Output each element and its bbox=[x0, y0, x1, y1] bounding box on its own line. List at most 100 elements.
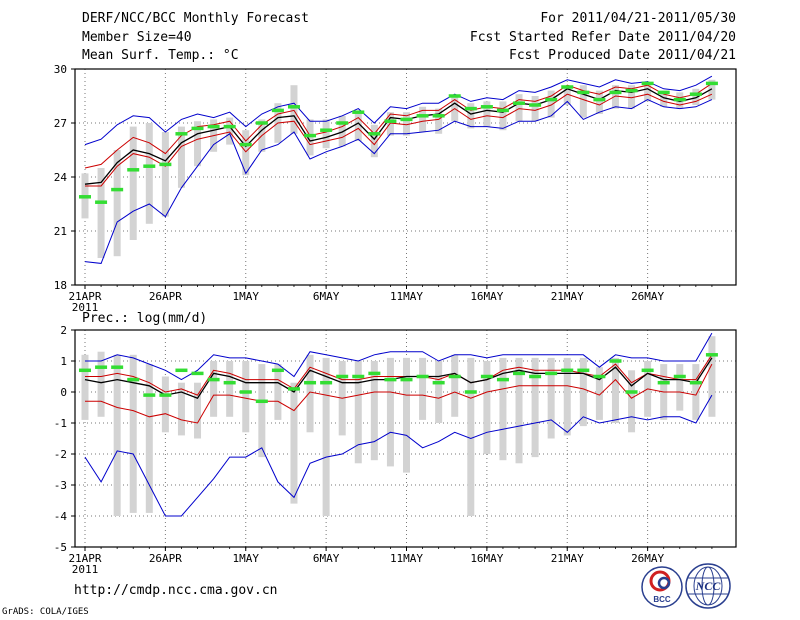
temp-spread-box bbox=[354, 114, 362, 141]
precip-spread-box bbox=[595, 367, 603, 420]
precip-spread-box bbox=[290, 382, 298, 504]
temp-ytick-label: 18 bbox=[54, 279, 67, 292]
precip-spread-box bbox=[403, 357, 410, 473]
temp-spread-box bbox=[113, 150, 121, 257]
temp-spread-box bbox=[419, 106, 427, 132]
temp-spread-box bbox=[403, 112, 410, 136]
precip-xtick-label: 26MAY bbox=[631, 552, 664, 565]
temp-xtick-label: 11MAY bbox=[390, 290, 423, 303]
precip-spread-box bbox=[515, 357, 523, 464]
precip-ytick-label: 1 bbox=[60, 355, 67, 368]
precip-series-mean bbox=[84, 357, 713, 399]
precip-series-p90 bbox=[85, 354, 713, 396]
precip-spread-box bbox=[194, 382, 202, 439]
temp-spread-box bbox=[644, 83, 652, 102]
temp-series-p10 bbox=[85, 93, 713, 187]
temp-spread-box bbox=[322, 119, 330, 149]
precip-ytick-label: -4 bbox=[54, 510, 68, 523]
temp-spread-box bbox=[708, 79, 716, 100]
temp-spread-box bbox=[161, 132, 169, 217]
precip-spread-box bbox=[210, 361, 218, 417]
precip-spread-box bbox=[113, 354, 121, 516]
temp-spread-box bbox=[515, 94, 523, 122]
temp-spread-box bbox=[386, 112, 394, 136]
precip-series-min bbox=[84, 394, 713, 517]
temp-spread-box bbox=[499, 101, 507, 131]
temp-spread-box bbox=[226, 117, 234, 145]
precip-spread-box bbox=[386, 357, 394, 467]
temp-ytick-label: 24 bbox=[54, 171, 68, 184]
precip-title: Prec.: log(mm/d) bbox=[82, 311, 208, 326]
temp-ytick-label: 30 bbox=[54, 63, 67, 76]
precip-plot-frame bbox=[74, 329, 737, 548]
temp-spread-box bbox=[595, 90, 603, 114]
precip-xtick-label: 21APR bbox=[68, 552, 101, 565]
temp-spread-box bbox=[531, 96, 539, 122]
forecast-period: For 2011/04/21-2011/05/30 bbox=[540, 11, 736, 26]
precip-spread-box bbox=[97, 351, 105, 417]
precip-spread-box bbox=[145, 364, 153, 513]
precip-ytick-label: -5 bbox=[54, 541, 67, 554]
precip-ytick-label: -1 bbox=[54, 417, 67, 430]
temp-spread-box bbox=[97, 168, 105, 258]
temp-xtick-label: 21APR bbox=[68, 290, 101, 303]
temp-spread-box bbox=[435, 108, 443, 134]
precip-ytick-label: 0 bbox=[60, 386, 67, 399]
temp-spread-box bbox=[290, 85, 298, 134]
precip-spread-box bbox=[81, 354, 89, 420]
precip-spread-box bbox=[531, 357, 539, 458]
precip-ytick-label: -2 bbox=[54, 448, 67, 461]
precip-spread-box bbox=[483, 361, 491, 454]
temp-xtick-label: 16MAY bbox=[470, 290, 503, 303]
temp-series-mean bbox=[84, 88, 713, 185]
precip-spread-box bbox=[692, 364, 700, 420]
temp-spread-box bbox=[660, 90, 668, 107]
temp-xtick-label: 26MAY bbox=[631, 290, 664, 303]
temp-xtick-label: 1MAY bbox=[233, 290, 260, 303]
temp-xtick-label: 26APR bbox=[149, 290, 182, 303]
precip-year-label: 2011 bbox=[72, 563, 99, 576]
precip-spread-box bbox=[628, 370, 636, 433]
temp-spread-box bbox=[370, 124, 378, 158]
precip-spread-box bbox=[306, 354, 314, 433]
grads-credit: GrADS: COLA/IGES bbox=[2, 607, 89, 617]
precip-xtick-label: 11MAY bbox=[390, 552, 423, 565]
precip-spread-box bbox=[547, 357, 555, 439]
precip-spread-box bbox=[354, 361, 362, 464]
temp-year-label: 2011 bbox=[72, 301, 99, 314]
forecast-title: DERF/NCC/BCC Monthly Forecast bbox=[82, 11, 309, 26]
temp-series-min bbox=[84, 99, 713, 264]
fcst-produced-date: Fcst Produced Date 2011/04/21 bbox=[509, 48, 736, 63]
precip-spread-box bbox=[242, 361, 250, 433]
temp-spread-box bbox=[547, 90, 555, 118]
precip-spread-box bbox=[611, 357, 619, 423]
temp-spread-box bbox=[338, 115, 346, 147]
precip-spread-box bbox=[370, 361, 378, 461]
precip-xtick-label: 1MAY bbox=[233, 552, 260, 565]
temp-plot-frame bbox=[74, 68, 737, 286]
temp-spread-box bbox=[145, 123, 153, 224]
precip-spread-box bbox=[419, 357, 427, 420]
precip-spread-box bbox=[708, 336, 716, 417]
precip-spread-box bbox=[467, 357, 475, 516]
precip-spread-box bbox=[435, 361, 443, 423]
temp-spread-box bbox=[306, 119, 314, 156]
precip-series-p10 bbox=[85, 363, 713, 424]
precip-spread-box bbox=[258, 364, 266, 458]
temp-spread-box bbox=[177, 126, 185, 188]
precip-spread-box bbox=[563, 357, 571, 436]
member-size: Member Size=40 bbox=[82, 30, 192, 45]
temp-series-max bbox=[84, 75, 713, 146]
temp-xtick-label: 21MAY bbox=[551, 290, 584, 303]
precip-spread-box bbox=[161, 376, 169, 433]
precip-ytick-label: 2 bbox=[60, 324, 67, 337]
temp-spread-box bbox=[467, 103, 475, 129]
temp-spread-box bbox=[611, 85, 619, 109]
source-url[interactable]: http://cmdp.ncc.cma.gov.cn bbox=[74, 583, 278, 598]
variable-label: Mean Surf. Temp.: °C bbox=[82, 48, 239, 63]
precip-spread-box bbox=[226, 361, 234, 417]
precip-spread-box bbox=[177, 382, 185, 436]
precip-spread-box bbox=[129, 354, 137, 513]
precip-xtick-label: 16MAY bbox=[470, 552, 503, 565]
